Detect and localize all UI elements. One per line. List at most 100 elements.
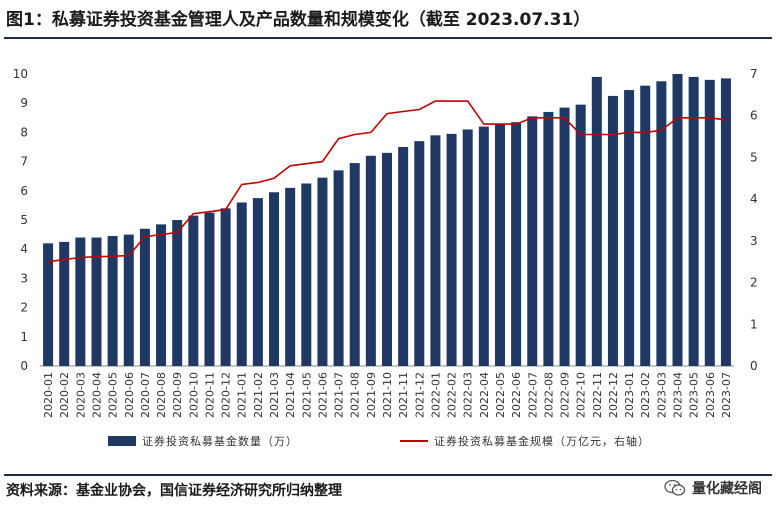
right-axis-tick-label: 5 — [750, 150, 758, 164]
bar — [220, 208, 231, 366]
left-axis-tick-label: 8 — [20, 125, 28, 139]
chart-axes: 0 1 2 3 4 5 6 7 8 9 10 0 1 2 3 4 5 6 7 — [13, 67, 758, 373]
x-tick-label: 2020-04 — [90, 372, 103, 418]
bar — [720, 78, 731, 366]
x-tick-label: 2023-01 — [623, 372, 636, 418]
x-tick-label: 2020-07 — [139, 372, 152, 418]
x-tick-label: 2020-09 — [171, 372, 184, 418]
watermark: 量化藏经阁 — [664, 478, 762, 498]
x-tick-label: 2021-10 — [381, 372, 394, 418]
line-series — [47, 100, 727, 263]
bar — [462, 129, 473, 366]
bar — [204, 212, 215, 366]
bar — [156, 224, 167, 366]
x-tick-label: 2022-12 — [607, 372, 620, 418]
bar — [575, 104, 586, 366]
right-axis-tick-label: 1 — [750, 317, 758, 331]
bar — [139, 228, 150, 366]
source-note: 资料来源：基金业协会，国信证券经济研究所归纳整理 — [6, 483, 342, 499]
series-line — [47, 100, 727, 263]
right-axis-tick-label: 3 — [750, 234, 758, 248]
bar — [91, 237, 102, 366]
bar — [704, 79, 715, 366]
left-axis-tick-label: 4 — [20, 242, 28, 256]
bar — [75, 237, 86, 366]
x-tick-label: 2020-02 — [58, 372, 71, 418]
footer-divider — [4, 474, 772, 476]
bar — [301, 183, 312, 366]
bar-series — [43, 74, 731, 367]
bar — [624, 90, 635, 366]
right-axis-tick-label: 6 — [750, 109, 758, 123]
bar — [527, 116, 538, 366]
bar — [381, 152, 393, 366]
bar — [285, 187, 296, 366]
x-tick-label: 2020-12 — [220, 372, 233, 418]
bar — [559, 107, 570, 366]
bar — [398, 147, 409, 366]
x-tick-label: 2022-11 — [591, 372, 604, 418]
x-tick-label: 2020-01 — [42, 372, 55, 418]
left-axis-tick-label: 3 — [20, 271, 28, 285]
bar — [494, 123, 505, 366]
x-tick-label: 2020-05 — [107, 372, 120, 418]
x-tick-label: 2023-07 — [720, 372, 733, 418]
right-axis-tick-label: 2 — [750, 276, 758, 290]
bar — [333, 170, 344, 366]
right-axis-tick-label: 0 — [750, 359, 758, 373]
x-tick-label: 2020-03 — [74, 372, 87, 418]
x-tick-labels: 2020-01 2020-02 2020-03 2020-04 2020-05 2020-… — [42, 372, 733, 418]
x-tick-label: 2021-01 — [236, 372, 249, 418]
left-axis-tick-label: 0 — [20, 359, 28, 373]
title-divider — [4, 37, 772, 39]
x-tick-label: 2021-05 — [300, 372, 313, 418]
bar — [349, 163, 360, 366]
bar — [478, 126, 489, 366]
legend-swatch-bar — [108, 436, 136, 446]
x-tick-label: 2023-04 — [672, 372, 685, 418]
x-tick-label: 2023-05 — [688, 372, 701, 418]
x-tick-label: 2022-07 — [526, 372, 539, 418]
x-tick-label: 2022-09 — [559, 372, 572, 418]
bar — [107, 236, 118, 366]
x-tick-label: 2021-09 — [365, 372, 378, 418]
left-axis-tick-label: 6 — [20, 184, 28, 198]
x-tick-label: 2023-03 — [655, 372, 668, 418]
legend-label-line: 证券投资私募基金规模（万亿元，右轴） — [434, 434, 650, 448]
bar — [446, 133, 457, 366]
right-axis-tick-label: 4 — [750, 192, 758, 206]
x-tick-label: 2022-01 — [429, 372, 442, 418]
x-tick-label: 2022-05 — [494, 372, 507, 418]
left-axis-tick-label: 1 — [20, 330, 28, 344]
left-axis-tick-label: 9 — [20, 96, 28, 110]
bar — [591, 76, 602, 367]
bar — [543, 111, 554, 367]
bar — [317, 177, 328, 366]
x-tick-label: 2021-11 — [397, 372, 410, 418]
left-axis-tick-label: 7 — [20, 155, 28, 169]
chart-title: 图1：私募证券投资基金管理人及产品数量和规模变化（截至 2023.07.31） — [6, 10, 591, 30]
bar — [252, 198, 263, 366]
x-tick-label: 2020-08 — [155, 372, 168, 418]
bar — [188, 215, 199, 366]
bar — [511, 122, 522, 367]
x-tick-label: 2022-08 — [542, 372, 555, 418]
bar — [607, 95, 618, 367]
x-tick-label: 2022-04 — [478, 372, 491, 418]
bar — [672, 74, 683, 366]
x-tick-label: 2020-10 — [187, 372, 200, 418]
chart-legend: 证券投资私募基金数量（万） 证券投资私募基金规模（万亿元，右轴） — [108, 434, 650, 448]
bar — [414, 141, 425, 366]
x-tick-label: 2021-12 — [413, 372, 426, 418]
bar — [430, 135, 441, 366]
wechat-icon — [664, 479, 686, 496]
x-tick-label: 2021-03 — [268, 372, 281, 418]
bar — [123, 234, 134, 366]
watermark-text: 量化藏经阁 — [692, 481, 762, 497]
bar — [640, 85, 651, 367]
bar — [43, 243, 54, 366]
x-tick-label: 2020-06 — [123, 372, 136, 418]
x-tick-label: 2023-02 — [639, 372, 652, 418]
x-tick-label: 2020-11 — [203, 372, 216, 418]
